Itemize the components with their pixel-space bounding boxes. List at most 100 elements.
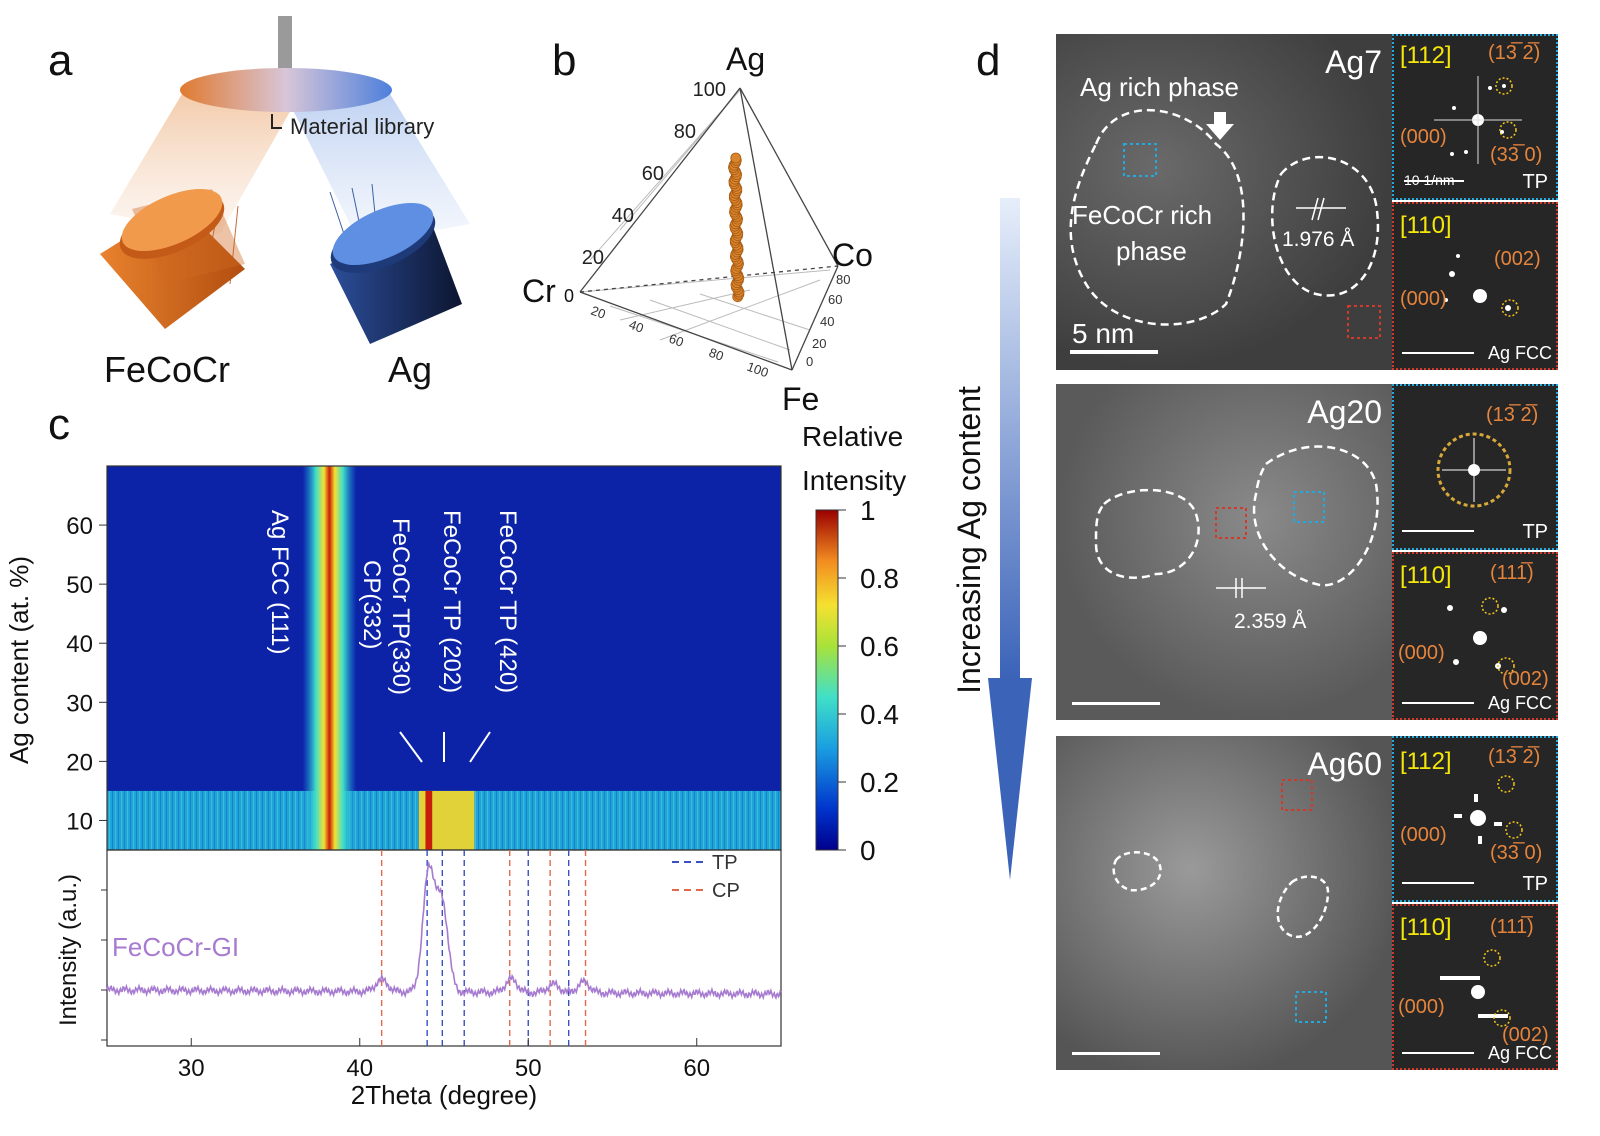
fecocr-rich-label-2: phase [1116, 236, 1187, 266]
fft-region-red [1347, 305, 1381, 339]
material-library-label: Material library [290, 114, 434, 139]
region-outline [1276, 875, 1330, 939]
x-tick-label: 50 [515, 1055, 542, 1082]
composition-points [728, 152, 745, 303]
colorbar-tick-label: 0.2 [860, 767, 899, 798]
fft-region-red [1281, 779, 1313, 811]
reference-lines [380, 850, 587, 1046]
phase-label: Ag FCC [1487, 1043, 1552, 1063]
phase-label: TP [1522, 521, 1548, 543]
cr-tick: 40 [627, 317, 646, 336]
fft-region-blue [1293, 491, 1325, 523]
material-library-disc [180, 68, 392, 112]
fft-ag60-fcc: [110] (111̅) (000) (002) Ag FCC [1392, 904, 1558, 1070]
ag-region-outline [1270, 155, 1380, 297]
panel-letter-c: c [48, 400, 70, 449]
heatmap-features [107, 466, 781, 850]
d-spacing-label: 1.976 Å [1282, 228, 1355, 251]
peak-label-ag-fcc: Ag FCC (111) [266, 510, 293, 654]
sample-label-ag60: Ag60 [1307, 746, 1382, 782]
y-axis-label-bottom: Intensity (a.u.) [55, 874, 82, 1026]
fft-region-blue [1123, 143, 1157, 177]
colorbar-tick-label: 0 [860, 835, 876, 866]
heatmap-background [107, 466, 781, 850]
y-tick-label: 10 [66, 808, 93, 835]
zone-axis: [110] [1400, 212, 1452, 239]
spot-label: (002) [1502, 1024, 1549, 1046]
y-tick-label: 30 [66, 690, 93, 717]
panel-letter-d: d [976, 36, 1001, 85]
vertex-co-label: Co [832, 237, 873, 273]
tp-peak-stripe [425, 790, 433, 850]
phase-label: TP [1522, 171, 1548, 193]
vertex-cr-label: Cr [522, 273, 556, 309]
phase-label: Ag FCC [1487, 693, 1552, 713]
phase-label: TP [1522, 873, 1548, 895]
y-tick-label: 50 [66, 572, 93, 599]
composition-point [730, 152, 742, 164]
spot-label: (000) [1400, 288, 1447, 310]
sample-label-ag20: Ag20 [1307, 394, 1382, 430]
ag-tick: 60 [642, 163, 664, 185]
fft-ag60-tp: [112] (13̅ 2̅) (000) (33̅ 0) TP [1392, 736, 1558, 902]
co-tick: 20 [812, 336, 826, 351]
vertex-cr-zero: 0 [564, 286, 574, 306]
fft-region-red [1215, 507, 1247, 539]
spot-label: (000) [1400, 126, 1447, 148]
region-outline [1112, 851, 1162, 892]
xrd-trace [106, 860, 782, 1001]
panel-letter-a: a [48, 36, 73, 85]
peak-label-cp332: CP(332) [358, 560, 385, 649]
fft-scale-label: 10 1/nm [1404, 172, 1455, 188]
ag-target-label: Ag [388, 349, 432, 390]
colorbar-ticks: 1 0.8 0.6 0.4 0.2 0 [838, 495, 899, 866]
x-tick-label: 40 [346, 1055, 373, 1082]
spot-label: (111̅) [1490, 916, 1534, 938]
peak-label-tp420: FeCoCr TP (420) [494, 510, 521, 693]
fecocr-target [100, 188, 245, 329]
fft-region-blue [1295, 991, 1327, 1023]
x-axis-label: 2Theta (degree) [351, 1080, 537, 1110]
hrtem-image-ag60: Ag60 [1056, 736, 1392, 1070]
peak-label-tp330: FeCoCr TP(330) [387, 518, 414, 695]
ag-rich-arrow [1206, 112, 1234, 140]
sputtering-schematic: Material library FeCoCr Ag [100, 16, 470, 390]
fe-tick: 0 [806, 354, 813, 369]
peak-arrow [399, 731, 423, 763]
spot-label: (002) [1494, 248, 1541, 270]
spot-label: (33̅ 0) [1490, 144, 1543, 166]
cr-tick: 60 [667, 331, 686, 350]
co-tick: 40 [820, 314, 834, 329]
zone-axis: [110] [1400, 562, 1452, 589]
intensity-panel-frame [106, 849, 782, 1047]
spot-label: (33̅ 0) [1490, 842, 1543, 864]
spot-label: (13̅ 2̅) [1488, 746, 1541, 768]
xrd-heatmap-chart: Ag FCC (111) FeCoCr TP(330) CP(332) FeCo… [4, 421, 906, 1110]
zone-axis: [112] [1400, 748, 1452, 775]
phase-label: Ag FCC [1487, 343, 1552, 363]
fft-ag20-tp: (13̅ 2̅) TP [1392, 384, 1558, 550]
ag-rich-phase-label: Ag rich phase [1080, 72, 1239, 102]
zone-axis: [112] [1400, 42, 1452, 69]
colorbar-tick-label: 0.4 [860, 699, 899, 730]
fft-ag20-fcc: [110] (111̅) (000) (002) Ag FCC [1392, 552, 1558, 720]
ag-tick: 100 [693, 79, 726, 101]
ag-tick: 80 [674, 121, 696, 143]
colorbar-tick-label: 0.6 [860, 631, 899, 662]
fft-ag7-tp: [112] (13̅ 2̅) (000) (33̅ 0) 10 1/nm TP [1392, 34, 1558, 200]
colorbar-tick-label: 0.8 [860, 563, 899, 594]
trace-label: FeCoCr-GI [112, 932, 239, 962]
sample-label-ag7: Ag7 [1325, 44, 1382, 80]
peak-arrow [469, 731, 491, 763]
vertex-fe-label: Fe [782, 381, 819, 417]
legend: TP CP [672, 852, 740, 902]
ag-tick: 20 [582, 247, 604, 269]
colorbar-tick-label: 1 [860, 495, 876, 526]
cr-tick: 20 [589, 303, 608, 322]
ag-tick: 40 [612, 205, 634, 227]
spot-label: (000) [1400, 824, 1447, 846]
vertex-ag-label: Ag [726, 41, 765, 77]
hrtem-image-ag20: Ag20 2.359 Å [1056, 384, 1392, 720]
ag-target [330, 202, 462, 344]
cr-tick: 80 [707, 345, 726, 364]
